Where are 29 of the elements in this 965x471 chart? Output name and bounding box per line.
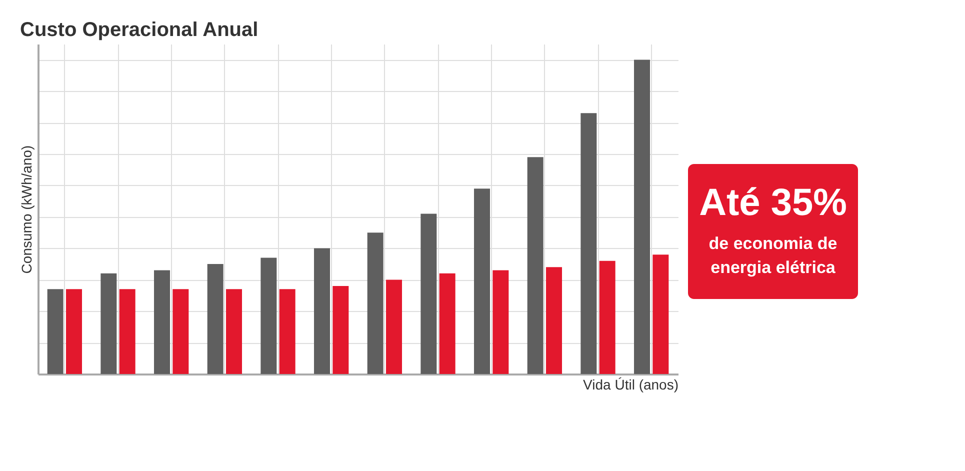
- bar: [420, 214, 437, 374]
- bar: [367, 232, 384, 374]
- bar: [226, 289, 242, 374]
- bar: [279, 289, 296, 374]
- bar: [119, 289, 136, 374]
- bar: [599, 260, 616, 374]
- bar: [207, 264, 224, 374]
- bar: [260, 258, 277, 374]
- bar: [314, 248, 330, 374]
- bar: [439, 273, 456, 374]
- bar: [386, 280, 402, 374]
- bar: [492, 270, 509, 374]
- y-axis-title: Consumo (kWh/ano): [18, 145, 34, 274]
- text: Até 35%: [699, 182, 847, 224]
- bar: [172, 289, 189, 374]
- bar: [100, 273, 117, 374]
- text: de economia de energia elétrica: [708, 234, 838, 277]
- x-axis-title: Vida Útil (anos): [583, 376, 678, 392]
- bar: [47, 289, 64, 374]
- bar: [527, 157, 544, 374]
- bar: [66, 289, 82, 374]
- chart-title: Custo Operacional Anual: [20, 19, 258, 41]
- bar: [332, 286, 349, 374]
- bar: [546, 267, 562, 374]
- bar: [652, 254, 669, 374]
- bar: [634, 60, 650, 374]
- bar: [580, 113, 597, 374]
- bar: [154, 270, 170, 374]
- bar: [474, 188, 490, 374]
